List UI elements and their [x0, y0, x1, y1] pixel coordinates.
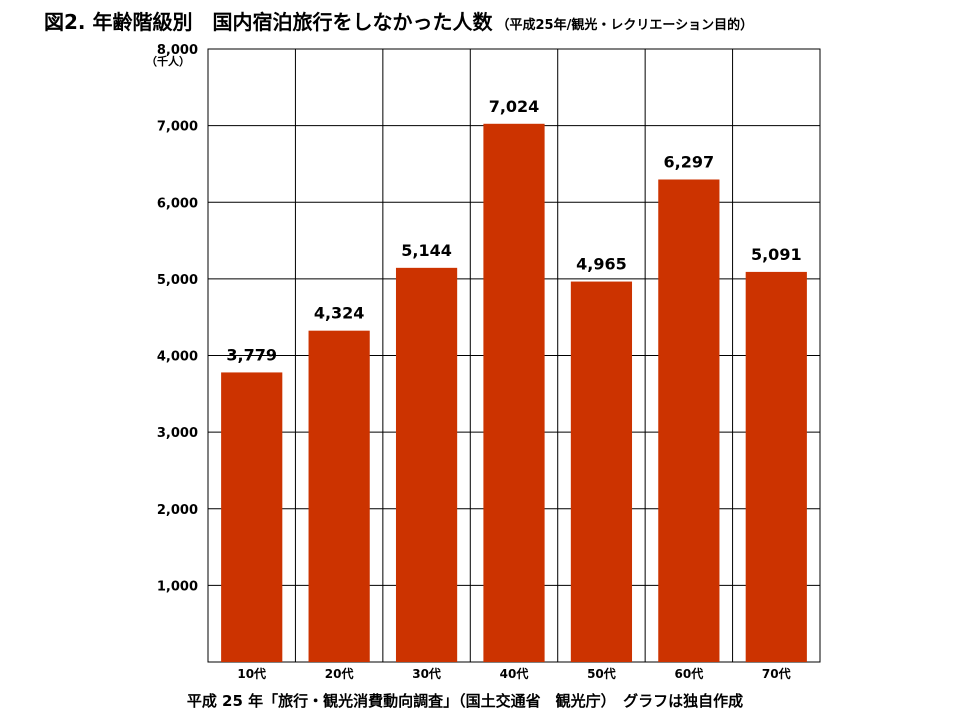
bar: [745, 271, 807, 662]
bar: [221, 372, 283, 662]
bar-chart: 1,000 2,000 3,000 4,000 5,000 6,000 7,000 8,000…: [146, 43, 821, 681]
y-tick-label: 7,000: [157, 120, 198, 135]
y-tick-label: 6,000: [157, 196, 198, 211]
source-footer: 平成 25 年「旅行・観光消費動向調査」（国土交通省 観光庁） グラフは独自作成: [186, 692, 744, 710]
x-tick-label: 30代: [412, 666, 441, 681]
y-tick-label: 5,000: [157, 273, 198, 288]
y-tick-label: 4,000: [157, 350, 198, 365]
bar: [658, 179, 720, 662]
x-tick-label: 50代: [587, 666, 616, 681]
y-tick-label: 1,000: [157, 579, 198, 594]
bar: [570, 281, 633, 662]
y-tick-label: 8,000: [157, 43, 198, 58]
data-label: 6,297: [664, 152, 715, 171]
y-unit-label: （千人）: [146, 54, 190, 68]
bar: [395, 267, 458, 662]
data-label: 4,324: [314, 304, 365, 323]
y-tick-label: 2,000: [157, 503, 198, 518]
data-label: 5,091: [751, 245, 802, 264]
data-label: 3,779: [226, 345, 277, 364]
x-tick-label: 20代: [325, 666, 354, 681]
x-tick-label: 40代: [500, 666, 529, 681]
x-tick-label: 70代: [762, 666, 791, 681]
data-label: 5,144: [401, 241, 452, 260]
data-label: 7,024: [489, 97, 540, 116]
chart-title-sub: （平成25年/観光・レクリエーション目的）: [496, 18, 754, 33]
x-tick-label: 10代: [237, 666, 266, 681]
chart-title-main: 図2. 年齢階級別 国内宿泊旅行をしなかった人数: [44, 10, 493, 34]
bar: [483, 123, 545, 662]
y-tick-label: 3,000: [157, 426, 198, 441]
x-tick-label: 60代: [675, 666, 704, 681]
data-label: 4,965: [576, 255, 627, 274]
chart-title: 図2. 年齢階級別 国内宿泊旅行をしなかった人数 （平成25年/観光・レクリエーシ…: [44, 6, 944, 36]
bar: [308, 330, 370, 662]
